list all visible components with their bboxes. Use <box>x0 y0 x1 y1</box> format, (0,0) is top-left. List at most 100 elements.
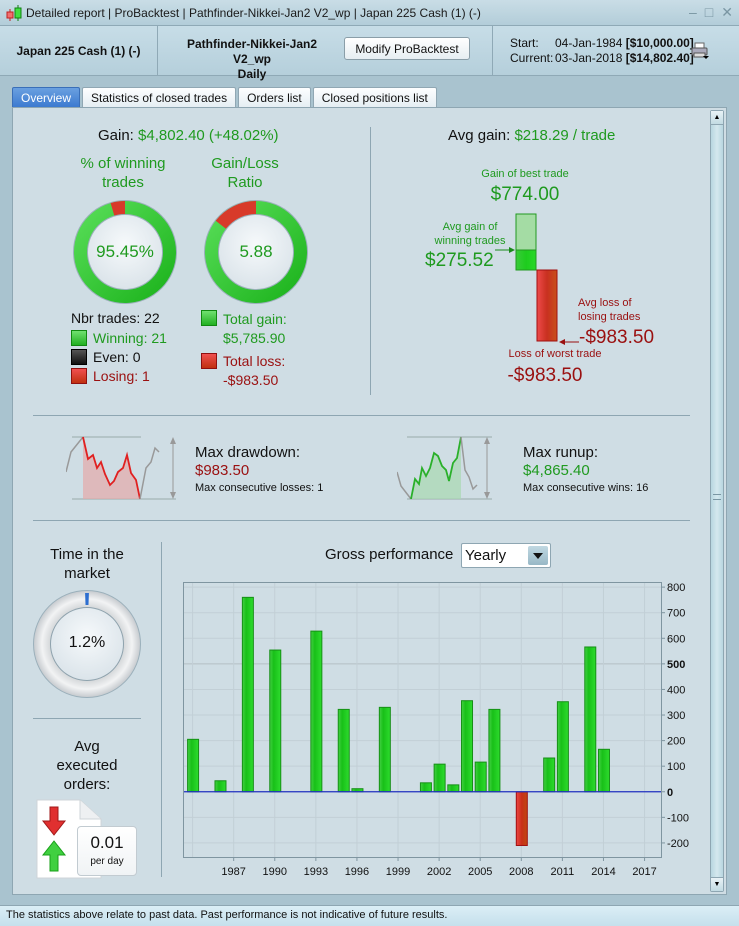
section-divider <box>370 127 371 395</box>
tab-orders-list[interactable]: Orders list <box>238 87 311 107</box>
y-tick-label: 300 <box>667 710 685 722</box>
avg-orders-title-line2: executed <box>56 757 118 774</box>
ratio-donut-loss-slice <box>215 201 256 230</box>
gain-loss-ratio-title: Gain/Loss Ratio <box>211 155 279 191</box>
x-tick-label: 1987 <box>221 866 245 878</box>
worst-trade-label: Loss of worst trade <box>508 348 602 360</box>
avg-win-bar <box>515 249 537 271</box>
best-trade-bar <box>515 213 537 251</box>
drawdown-value: $983.50 <box>195 462 250 479</box>
bar-1995 <box>337 708 350 793</box>
avg-win-label: Avg gain of winning trades <box>420 220 520 248</box>
bar-1998 <box>378 706 391 793</box>
winning-donut-loss-slice <box>110 201 125 217</box>
total-gain-value: $5,785.90 <box>223 330 286 346</box>
total-loss-value: -$983.50 <box>223 372 279 388</box>
runup-value: $4,865.40 <box>523 462 590 479</box>
bar-2013 <box>584 646 597 793</box>
time-market-slice <box>85 593 89 606</box>
avg-orders-title-line3: orders: <box>63 776 111 793</box>
total-loss-label: Total loss: <box>223 353 286 369</box>
tab-statistics-closed-trades[interactable]: Statistics of closed trades <box>82 87 237 107</box>
start-date: 04-Jan-1984 <box>555 36 623 50</box>
y-tick-label: -200 <box>667 838 689 850</box>
avg-orders-unit: per day <box>90 856 124 867</box>
avg-win-label-line1: Avg gain of <box>442 221 498 233</box>
best-trade-value: $774.00 <box>490 184 560 205</box>
time-market-title: Time in the market <box>33 545 141 583</box>
gross-performance-label: Gross performance <box>325 546 454 563</box>
avg-loss-label: Avg loss of losing trades <box>578 296 640 324</box>
x-tick-label: 2011 <box>551 866 575 878</box>
report-header: Japan 225 Cash (1) (-) Pathfinder-Nikkei… <box>0 26 739 81</box>
period-select-value: Yearly <box>465 547 507 564</box>
time-market-value: 1.2% <box>68 634 106 651</box>
total-loss-block: Total loss: -$983.50 <box>223 352 285 390</box>
current-capital: [$14,802.40] <box>625 51 694 65</box>
tab-overview[interactable]: Overview <box>12 87 81 107</box>
sell-arrow-icon <box>41 806 67 836</box>
x-tick-label: 2008 <box>509 866 533 878</box>
gain-loss-donut <box>204 200 308 304</box>
winning-trades-title: % of winning trades <box>80 155 166 191</box>
even-legend-icon <box>71 349 87 365</box>
avg-loss-label-line1: Avg loss of <box>578 297 632 309</box>
maximize-icon[interactable]: □ <box>704 4 714 20</box>
bar-2010 <box>543 757 556 793</box>
scroll-grip-icon[interactable] <box>713 494 721 500</box>
avg-loss-label-line2: losing trades <box>578 311 641 323</box>
losing-legend-icon <box>71 368 87 384</box>
y-tick-label: -100 <box>667 812 689 824</box>
nbr-trades: Nbr trades: 22 <box>71 310 160 326</box>
time-market-title-line2: market <box>64 565 110 582</box>
x-tick-label: 1996 <box>345 866 369 878</box>
x-tick-label: 1990 <box>263 866 287 878</box>
y-tick-label: 700 <box>667 608 685 620</box>
x-tick-label: 2005 <box>468 866 492 878</box>
winning-pct: 95.45% <box>96 242 154 261</box>
x-tick-label: 1999 <box>386 866 410 878</box>
losing-count: Losing: 1 <box>93 368 150 384</box>
modify-probacktest-button[interactable]: Modify ProBacktest <box>344 37 470 60</box>
y-tick-label: 400 <box>667 684 685 696</box>
minimize-icon[interactable]: – <box>689 4 697 20</box>
bar-1986 <box>214 780 227 793</box>
runup-label: Max runup: <box>523 444 599 461</box>
scroll-down-icon[interactable]: ▼ <box>711 877 723 891</box>
chevron-down-icon[interactable] <box>528 546 548 565</box>
worst-trade-value: -$983.50 <box>507 365 583 386</box>
avg-gain-value: $218.29 / trade <box>514 127 616 144</box>
scroll-up-icon[interactable]: ▲ <box>711 111 723 125</box>
bar-1988 <box>241 596 254 793</box>
avg-win-value: $275.52 <box>425 250 494 271</box>
divider-3 <box>33 718 141 719</box>
avg-orders-title-line1: Avg <box>74 738 100 755</box>
print-icon[interactable] <box>690 42 710 60</box>
divider-4 <box>161 542 162 877</box>
x-tick-label: 2002 <box>427 866 451 878</box>
bar-2002 <box>433 763 446 793</box>
y-tick-label: 600 <box>667 633 685 645</box>
bar-2008 <box>515 791 528 846</box>
system-info: Pathfinder-Nikkei-Jan2 V2_wp Daily <box>172 37 332 82</box>
system-name: Pathfinder-Nikkei-Jan2 V2_wp <box>186 37 318 66</box>
tab-closed-positions-list[interactable]: Closed positions list <box>312 87 437 107</box>
bar-2003 <box>447 784 460 793</box>
start-label: Start: <box>510 36 539 50</box>
best-trade-label: Gain of best trade <box>481 168 569 180</box>
avg-win-label-line2: winning trades <box>434 235 506 247</box>
current-label: Current: <box>510 51 554 65</box>
vertical-scrollbar[interactable]: ▲ ▼ <box>710 110 724 892</box>
drawdown-sub: Max consecutive losses: 1 <box>195 482 324 494</box>
orders-rate-box <box>77 826 137 876</box>
bar-1984 <box>187 738 200 793</box>
close-icon[interactable]: ✕ <box>721 4 733 20</box>
winning-trades-donut <box>73 200 177 304</box>
runup-sub: Max consecutive wins: 16 <box>523 482 649 494</box>
buy-arrow-icon <box>41 840 67 872</box>
y-tick-label: 800 <box>667 582 685 594</box>
trade-range-bars <box>495 213 579 345</box>
period-select[interactable]: Yearly <box>461 543 551 568</box>
bar-2005 <box>474 761 487 793</box>
total-loss-legend-icon <box>201 353 217 369</box>
